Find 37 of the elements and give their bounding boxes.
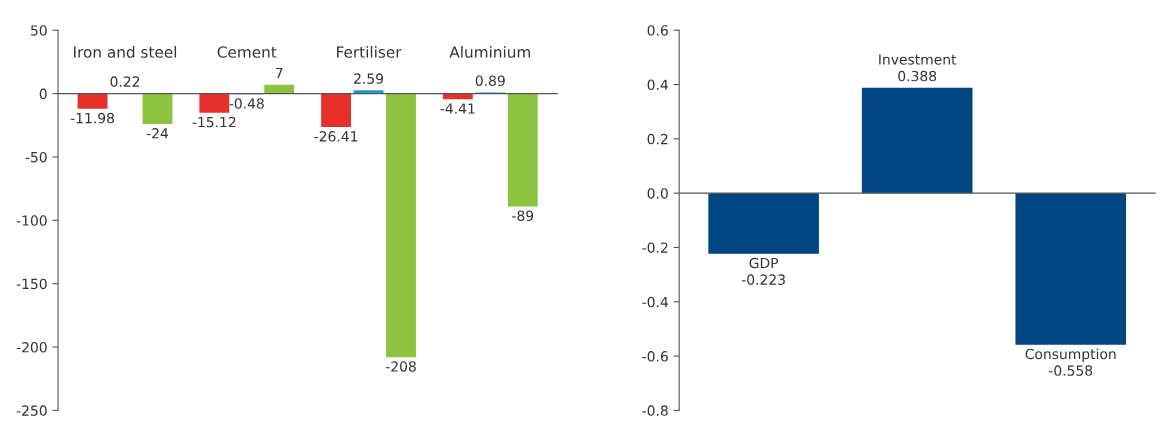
x-tick-label: Cement xyxy=(217,46,277,58)
data-label: -24 xyxy=(146,128,169,139)
data-label: -15.12 xyxy=(192,116,236,128)
data-label: 7 xyxy=(275,67,283,79)
data-label: -11.98 xyxy=(70,112,114,124)
x-tick-label: Aluminium xyxy=(449,46,531,58)
data-label: 0.388 xyxy=(898,70,937,82)
y-tick-label: 0.0 xyxy=(647,188,668,199)
y-tick-label: -250 xyxy=(16,405,47,416)
y-tick-label: 0.6 xyxy=(647,25,668,36)
data-label: -89 xyxy=(512,210,534,221)
data-label: 0.89 xyxy=(475,75,505,86)
y-tick-label: -0.8 xyxy=(642,405,668,416)
y-tick-label: -200 xyxy=(16,342,47,353)
y-tick-label: -50 xyxy=(25,151,47,163)
data-label: -0.223 xyxy=(741,274,785,285)
y-tick-label: 0.2 xyxy=(647,133,668,145)
x-tick-label: Consumption xyxy=(1025,348,1116,362)
y-tick-label: -150 xyxy=(16,278,47,290)
y-tick-label: -100 xyxy=(16,215,47,226)
data-label: 0.22 xyxy=(110,76,140,87)
data-label: 2.59 xyxy=(354,73,384,84)
y-tick-label: -0.6 xyxy=(642,351,668,362)
y-tick-label: 0 xyxy=(39,88,47,100)
y-tick-label: -0.4 xyxy=(642,296,668,308)
x-tick-label: Investment xyxy=(879,54,957,65)
y-tick-label: 0.4 xyxy=(647,79,668,91)
data-label: -0.558 xyxy=(1049,365,1093,376)
data-label: -0.48 xyxy=(229,98,264,109)
data-label: -4.41 xyxy=(440,103,475,114)
y-tick-label: 50 xyxy=(31,25,47,36)
data-label: -26.41 xyxy=(314,131,358,142)
x-tick-label: Fertiliser xyxy=(337,46,402,58)
data-label: -208 xyxy=(385,361,416,372)
x-tick-label: Iron and steel xyxy=(74,46,177,58)
y-tick-label: -0.2 xyxy=(642,242,668,253)
x-tick-label: GDP xyxy=(749,257,779,269)
